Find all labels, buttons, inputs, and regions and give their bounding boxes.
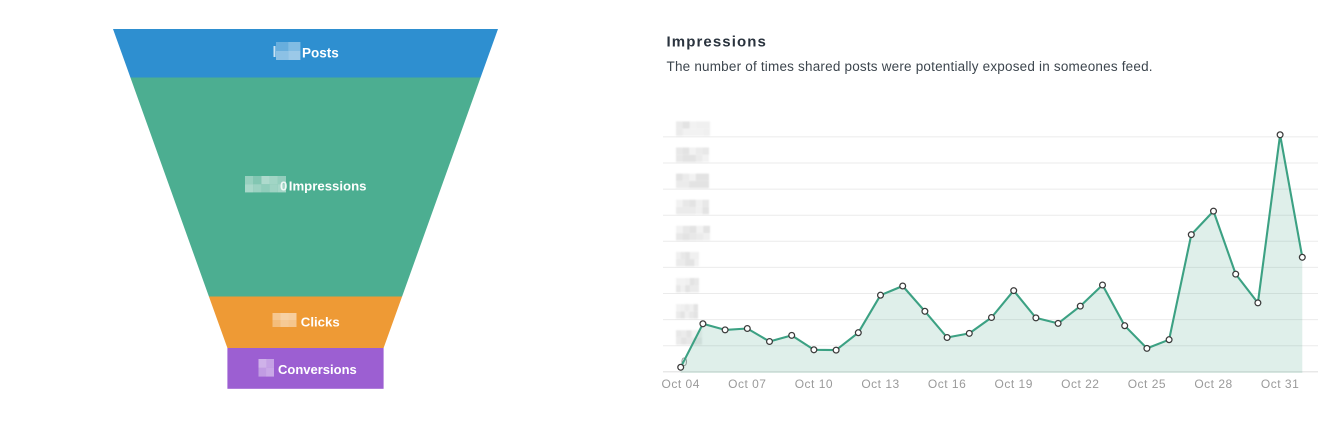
svg-text:0: 0 xyxy=(681,357,687,369)
svg-text:The number of times shared pos: The number of times shared posts were po… xyxy=(667,59,1153,74)
svg-text:Clicks: Clicks xyxy=(301,314,340,329)
svg-text:Oct 04: Oct 04 xyxy=(662,377,700,391)
svg-text:Conversions: Conversions xyxy=(278,362,357,377)
svg-text:Oct 19: Oct 19 xyxy=(995,377,1033,391)
svg-text:Impressions: Impressions xyxy=(289,178,367,193)
svg-text:Impressions: Impressions xyxy=(667,33,767,50)
svg-text:Oct 07: Oct 07 xyxy=(728,377,766,391)
svg-text:Oct 28: Oct 28 xyxy=(1194,377,1232,391)
svg-text:Posts: Posts xyxy=(302,46,339,61)
svg-text:Oct 22: Oct 22 xyxy=(1061,377,1099,391)
svg-text:Oct 25: Oct 25 xyxy=(1128,377,1166,391)
svg-text:Oct 16: Oct 16 xyxy=(928,377,966,391)
svg-text:Oct 10: Oct 10 xyxy=(795,377,833,391)
svg-text:0: 0 xyxy=(280,178,287,193)
svg-text:Oct 31: Oct 31 xyxy=(1261,377,1299,391)
svg-text:Oct 13: Oct 13 xyxy=(861,377,899,391)
